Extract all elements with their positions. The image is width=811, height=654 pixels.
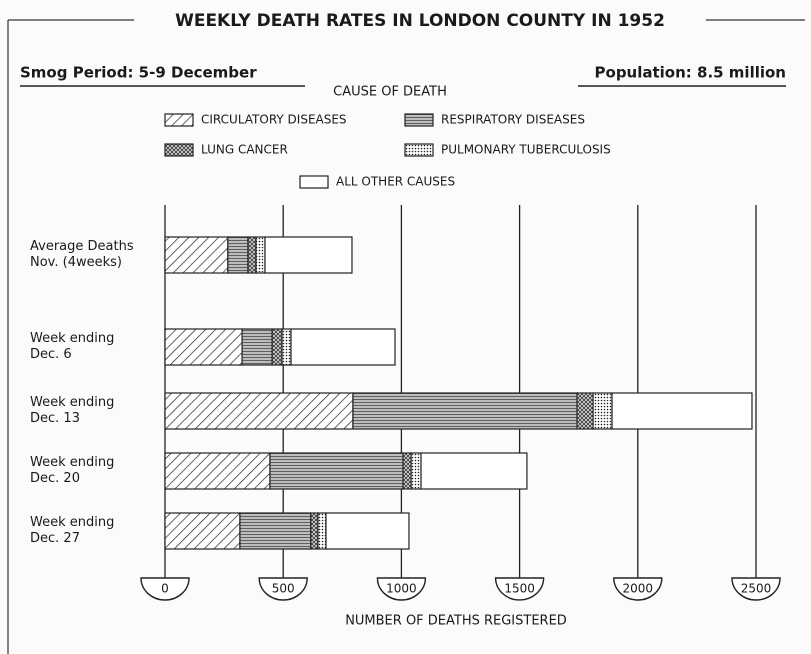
x-tick-label: 1000 [386,582,417,596]
bar-segment [611,392,753,430]
tick-badge [613,577,663,601]
bar-segment [164,328,243,366]
legend-swatch [404,113,434,127]
tick-badge [258,577,308,601]
bar-segment [317,512,327,550]
legend-label: ALL OTHER CAUSES [336,175,455,189]
legend-swatch [404,143,434,157]
legend-label: CIRCULATORY DISEASES [201,113,347,127]
frame [7,19,805,654]
tick-badge [494,577,545,601]
bar-segment [402,452,412,490]
bar-segment [164,452,271,490]
subtitle: Smog Period: 5-9 December [20,64,257,82]
tick-badge [376,577,427,601]
legend-title: CAUSE OF DEATH [333,85,447,100]
x-tick-label: 0 [161,582,169,596]
y-tick-label: Week ending Dec. 6 [30,331,115,362]
bar-segment [255,236,266,274]
legend-swatch [164,113,194,127]
x-tick-label: 2000 [623,582,654,596]
bar-segment [281,328,292,366]
bar-segment [310,512,319,550]
bar-segment [325,512,410,550]
legend-label: PULMONARY TUBERCULOSIS [441,143,611,157]
bar-segment [264,236,353,274]
x-tick-label: 1500 [504,582,535,596]
bar-segment [271,328,283,366]
legend-label: RESPIRATORY DISEASES [441,113,585,127]
x-tick-label: 2500 [741,582,772,596]
bar-segment [269,452,404,490]
y-tick-label: Week ending Dec. 20 [30,455,115,486]
bar-segment [247,236,257,274]
bar-segment [576,392,594,430]
bar-segment [241,328,273,366]
bar-segment [239,512,312,550]
y-tick-label: Week ending Dec. 27 [30,515,115,546]
y-tick-label: Week ending Dec. 13 [30,395,115,426]
y-tick-label: Average Deaths Nov. (4weeks) [30,239,134,270]
legend-swatch [164,143,194,157]
bar-segment [352,392,578,430]
bar-segment [164,392,354,430]
bar-segment [290,328,396,366]
legend-swatch [299,175,329,189]
chart-title: WEEKLY DEATH RATES IN LONDON COUNTY IN 1… [175,11,665,31]
annotation: Population: 8.5 million [595,64,786,82]
bar-segment [164,236,229,274]
tick-badge [731,577,781,601]
x-tick-label: 500 [272,582,295,596]
tick-badge [140,577,190,601]
bar-segment [420,452,528,490]
bar-segment [592,392,613,430]
legend-label: LUNG CANCER [201,143,288,157]
bar-segment [410,452,422,490]
bar-segment [227,236,249,274]
x-axis-label: NUMBER OF DEATHS REGISTERED [345,614,567,629]
bar-segment [164,512,241,550]
